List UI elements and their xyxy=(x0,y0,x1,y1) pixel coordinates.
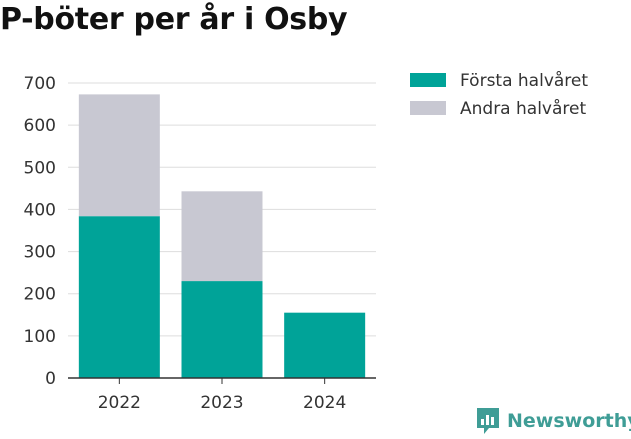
chart-title: P-böter per år i Osby xyxy=(0,2,348,37)
legend: Första halvåret Andra halvåret xyxy=(410,70,588,119)
x-tick-label-2022: 2022 xyxy=(98,393,141,413)
bar-2023-series-1 xyxy=(181,191,263,282)
legend-swatch-0 xyxy=(410,73,446,87)
bar-2023-series-0 xyxy=(181,281,263,378)
bar-2022-series-0 xyxy=(78,216,160,378)
y-tick-label-0: 0 xyxy=(45,369,56,389)
logo-text: Newsworthy xyxy=(507,410,631,432)
y-tick-label-200: 200 xyxy=(24,285,56,305)
y-tick-label-300: 300 xyxy=(24,243,56,263)
y-tick-label-500: 500 xyxy=(24,158,56,178)
x-axis: 2022 2023 2024 xyxy=(68,377,376,413)
bar-2022-series-1 xyxy=(78,94,160,217)
bar-chart-speech-icon xyxy=(477,408,499,434)
y-tick-label-700: 700 xyxy=(24,74,56,94)
bars xyxy=(78,94,366,378)
legend-swatch-1 xyxy=(410,101,446,115)
legend-label-0: Första halvåret xyxy=(460,70,588,91)
y-tick-label-600: 600 xyxy=(24,116,56,136)
y-tick-label-100: 100 xyxy=(24,327,56,347)
x-tick-label-2023: 2023 xyxy=(200,393,243,413)
newsworthy-logo: Newsworthy xyxy=(475,406,631,436)
bar-2024-series-0 xyxy=(284,312,366,378)
x-tick-label-2024: 2024 xyxy=(303,393,346,413)
y-tick-label-400: 400 xyxy=(24,200,56,220)
y-axis-ticks: 0 100 200 300 400 500 600 700 xyxy=(24,74,56,389)
legend-label-1: Andra halvåret xyxy=(460,98,586,119)
